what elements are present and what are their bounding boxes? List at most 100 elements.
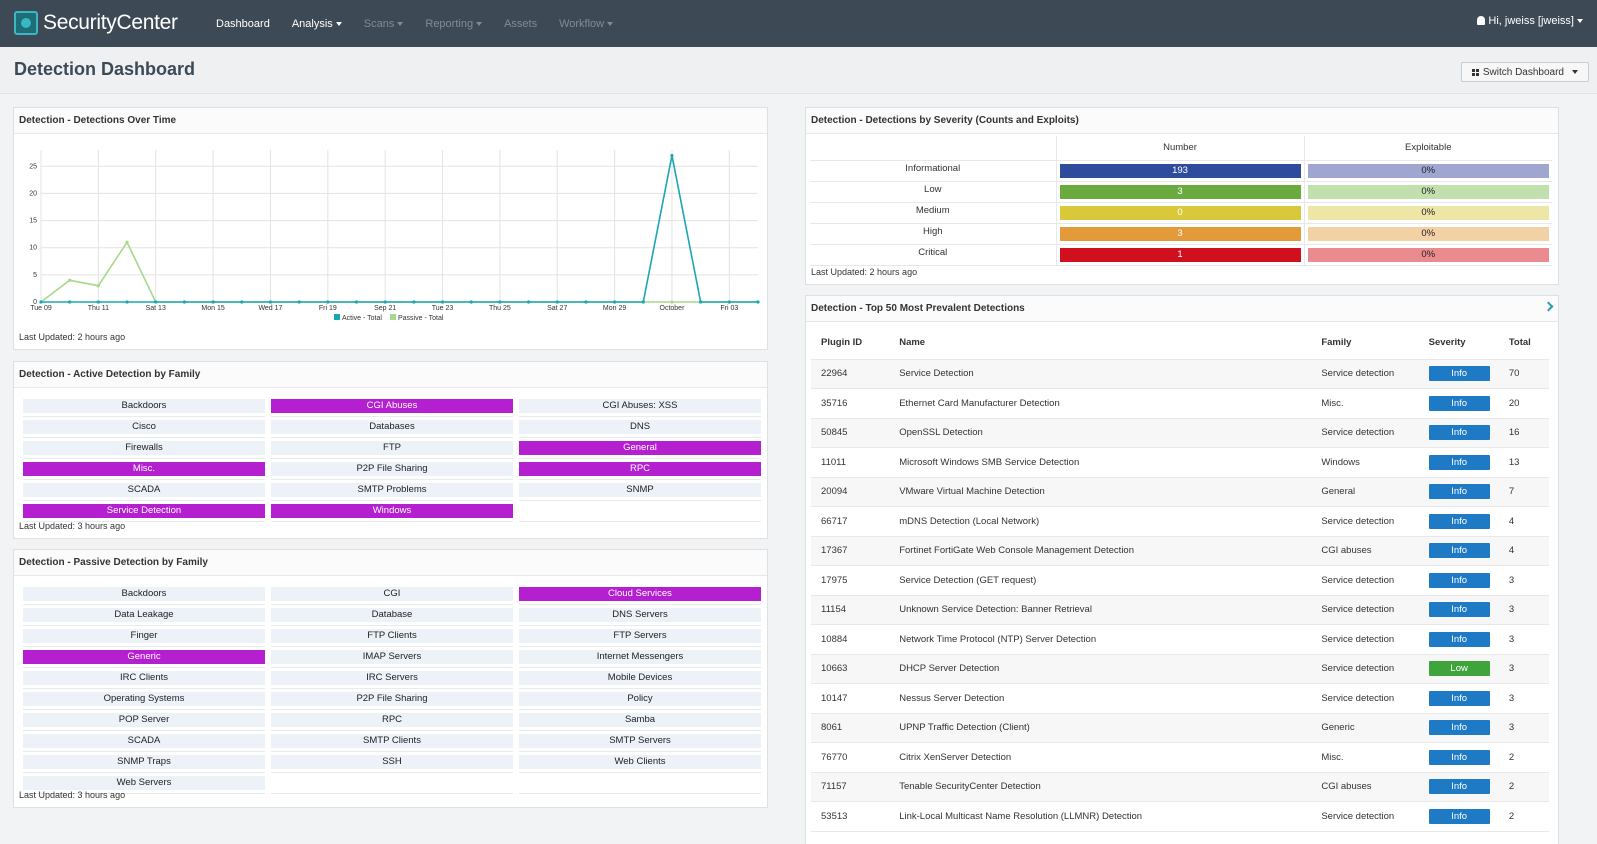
family-cell[interactable]: Misc. [23,462,265,476]
data-point[interactable] [96,300,100,304]
family-cell[interactable]: CGI Abuses [271,399,513,413]
family-cell[interactable]: SNMP [519,483,761,497]
data-point[interactable] [297,300,301,304]
chevron-right-icon[interactable] [1543,301,1554,312]
data-point[interactable] [96,284,100,288]
family-cell[interactable]: Cisco [23,420,265,434]
family-cell[interactable]: DNS [519,420,761,434]
severity-number-bar[interactable]: 3 [1059,226,1301,241]
family-cell[interactable]: P2P File Sharing [271,462,513,476]
data-point[interactable] [154,300,158,304]
column-header[interactable]: Plugin ID [811,327,890,360]
severity-number-bar[interactable]: 193 [1059,163,1301,178]
family-cell[interactable]: Backdoors [23,587,265,601]
family-cell[interactable]: RPC [519,462,761,476]
data-point[interactable] [699,300,703,304]
column-header[interactable]: Total [1498,327,1549,360]
severity-number-bar[interactable]: 0 [1059,205,1301,220]
family-cell[interactable]: Web Clients [519,755,761,769]
nav-item-analysis[interactable]: Analysis [292,18,342,30]
family-cell[interactable]: P2P File Sharing [271,692,513,706]
family-cell[interactable]: Firewalls [23,441,265,455]
table-row[interactable]: 17367 Fortinet FortiGate Web Console Mana… [811,536,1549,566]
family-cell[interactable]: Cloud Services [519,587,761,601]
switch-dashboard-button[interactable]: Switch Dashboard [1460,62,1589,82]
column-header[interactable]: Name [889,327,1312,360]
family-cell[interactable]: SCADA [23,734,265,748]
nav-item-scans[interactable]: Scans [364,18,404,30]
table-row[interactable]: 8061 UPNP Traffic Detection (Client) Gener… [811,713,1549,743]
table-row[interactable]: 22964 Service Detection Service detection I… [811,359,1549,389]
family-cell[interactable]: SCADA [23,483,265,497]
family-cell[interactable]: Data Leakage [23,608,265,622]
nav-item-dashboard[interactable]: Dashboard [216,18,270,30]
family-cell[interactable]: Database [271,608,513,622]
family-cell[interactable]: Samba [519,713,761,727]
severity-exploitable-bar[interactable]: 0% [1307,205,1549,220]
family-cell[interactable]: FTP [271,441,513,455]
family-cell[interactable]: Internet Messengers [519,650,761,664]
data-point[interactable] [670,300,674,304]
severity-number-bar[interactable]: 3 [1059,184,1301,199]
family-cell[interactable]: Finger [23,629,265,643]
data-point[interactable] [756,300,760,304]
data-point[interactable] [268,300,273,304]
table-row[interactable]: 10663 DHCP Server Detection Service detect… [811,654,1549,684]
data-point[interactable] [182,300,186,304]
data-point[interactable] [39,300,43,304]
table-row[interactable]: 10147 Nessus Server Detection Service dete… [811,683,1549,714]
data-point[interactable] [469,300,473,304]
table-row[interactable]: 71157 Tenable SecurityCenter Detection CGI… [811,772,1549,802]
family-cell[interactable]: Generic [23,650,265,664]
data-point[interactable] [670,153,674,158]
nav-item-assets[interactable]: Assets [504,18,537,30]
data-point[interactable] [526,300,531,304]
data-point[interactable] [383,300,387,304]
severity-exploitable-bar[interactable]: 0% [1307,163,1549,178]
data-point[interactable] [125,240,129,244]
data-point[interactable] [641,300,645,304]
severity-exploitable-bar[interactable]: 0% [1307,247,1549,262]
family-cell[interactable]: SMTP Problems [271,483,513,497]
table-row[interactable]: 11011 Microsoft Windows SMB Service Detec… [811,447,1549,478]
data-point[interactable] [498,300,502,304]
family-cell[interactable]: FTP Servers [519,629,761,643]
data-point[interactable] [412,300,416,304]
family-cell[interactable]: SSH [271,755,513,769]
family-cell[interactable]: POP Server [23,713,265,727]
family-cell[interactable]: General [519,441,761,455]
data-point[interactable] [555,300,559,304]
family-cell[interactable]: IRC Clients [23,671,265,685]
data-point[interactable] [68,300,72,304]
data-point[interactable] [440,300,445,304]
family-cell[interactable]: Mobile Devices [519,671,761,685]
data-point[interactable] [613,300,617,304]
family-cell[interactable]: CGI Abuses: XSS [519,399,761,413]
family-cell[interactable]: Policy [519,692,761,706]
data-point[interactable] [727,300,731,304]
data-point[interactable] [584,300,588,304]
data-point[interactable] [240,300,244,304]
data-point[interactable] [68,278,72,282]
data-point[interactable] [354,300,359,304]
table-row[interactable]: 10884 Network Time Protocol (NTP) Server … [811,624,1549,655]
family-cell[interactable]: FTP Clients [271,629,513,643]
table-row[interactable]: 20094 VMware Virtual Machine Detection Gen… [811,477,1549,507]
family-cell[interactable]: Backdoors [23,399,265,413]
severity-number-bar[interactable]: 1 [1059,247,1301,262]
family-cell[interactable]: IMAP Servers [271,650,513,664]
family-cell[interactable]: Web Servers [23,776,265,790]
table-row[interactable]: 11154 Unknown Service Detection: Banner R… [811,595,1549,625]
severity-exploitable-bar[interactable]: 0% [1307,226,1549,241]
family-cell[interactable]: SMTP Clients [271,734,513,748]
family-cell[interactable]: RPC [271,713,513,727]
data-point[interactable] [326,300,330,304]
user-menu[interactable]: Hi, jweiss [jweiss] [1477,15,1583,27]
family-cell[interactable]: CGI [271,587,513,601]
table-row[interactable]: 50845 OpenSSL Detection Service detection I… [811,418,1549,448]
data-point[interactable] [125,300,129,304]
table-row[interactable]: 17975 Service Detection (GET request) Serv… [811,565,1549,596]
family-cell[interactable]: IRC Servers [271,671,513,685]
family-cell[interactable]: Service Detection [23,504,265,518]
column-header[interactable]: Family [1311,327,1419,360]
